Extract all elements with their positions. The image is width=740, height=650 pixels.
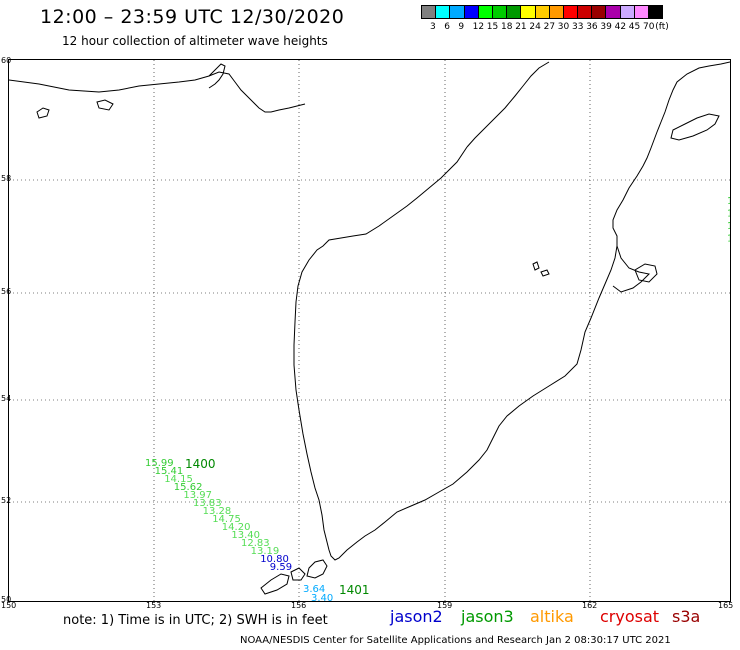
longitude-label: 156 [291,601,307,610]
legend-swatch [591,5,607,19]
wave-height-value: 18 [727,209,730,220]
legend-swatch [577,5,593,19]
legend-label: 21 [515,22,527,32]
track-label: 1400 [185,457,216,471]
commander-islands [634,263,658,283]
legend-swatch [633,5,649,19]
latitude-label: 54 [1,394,12,403]
legend-swatch [520,5,536,19]
legend-swatch [477,5,493,19]
wave-height-value: 15.99 [145,458,174,469]
footer-credit: NOAA/NESDIS Center for Satellite Applica… [240,635,671,646]
wave-height-value: 12.83 [241,538,270,549]
legend-swatch [506,5,522,19]
legend-label: (ft) [655,22,669,32]
legend-swatch [605,5,621,19]
wave-height-value: 15.41 [155,466,184,477]
graticule [9,60,730,601]
satellite-legend-jason3: jason3 [461,607,514,626]
legend-label: 3 [430,22,436,32]
satellite-legend-jason2: jason2 [390,607,443,626]
wave-height-value: 18 [727,221,730,232]
wave-height-value: 10.80 [260,554,289,565]
legend-label: 18 [501,22,513,32]
small-island-2 [96,99,114,111]
legend-swatch [491,5,508,19]
small-island-4 [540,269,550,277]
color-legend [421,5,664,19]
wave-height-value: 13.83 [193,498,222,509]
small-island-1 [36,107,50,119]
latitude-label: 56 [1,287,12,296]
kamchatka-west-coast [293,61,730,561]
cape-lopatka [306,559,328,579]
legend-label: 45 [628,22,641,32]
longitude-label: 165 [718,601,734,610]
wave-height-value: 3.40 [311,593,333,601]
wave-height-value: 14.75 [212,514,241,525]
legend-label: 15 [486,22,499,32]
satellite-legend-altika: altika [530,607,574,626]
legend-swatch [435,5,451,19]
small-island-3 [532,261,540,271]
kuril-paramushir [260,573,290,595]
legend-label: 70 [643,22,655,32]
legend-label: 12 [472,22,485,32]
track-label: 1401 [339,583,370,597]
map-canvas: 15.9915.4114.1515.6213.9713.8313.2814.75… [9,60,730,601]
legend-label: 30 [557,22,570,32]
legend-label: 6 [444,22,450,32]
legend-swatch [562,5,579,19]
latitude-label: 58 [1,174,12,183]
wave-height-value: 14.15 [164,474,193,485]
kuril-shumshu [290,567,306,581]
wave-height-value: 13.28 [203,506,232,517]
kamchatka-north-coast [466,61,550,148]
satellite-legend-s3a: s3a [672,607,701,626]
legend-swatch [548,5,564,19]
longitude-label: 150 [1,601,17,610]
kronotsky-bay [612,245,651,293]
okhotsk-peninsula [208,63,226,89]
legend-swatch [449,5,465,19]
legend-swatch [421,5,437,19]
latitude-label: 60 [1,56,12,65]
wave-height-value: 9.59 [270,562,292,573]
wave-height-value: 14.20 [222,522,251,533]
page-title: 12:00 – 23:59 UTC 12/30/2020 [40,6,345,28]
map-frame[interactable]: 15.99 15.41 14.15 15.62 13.97 13.83 13.28 14.75… [1,56,733,610]
legend-swatch [619,5,635,19]
legend-label: 24 [529,22,541,32]
page-subtitle: 12 hour collection of altimeter wave hei… [62,34,328,48]
wave-height-value: 15.62 [174,482,203,493]
latitude-label: 52 [1,496,12,505]
wave-height-value: 13.40 [231,530,260,541]
legend-label: 9 [458,22,465,32]
wave-height-value: 19 [727,196,730,207]
latitude-label: 50 [1,595,12,604]
legend-swatch [648,5,664,19]
wave-height-value: 13.97 [183,490,212,501]
wave-height-value: 3.64 [303,584,325,595]
longitude-label: 153 [146,601,162,610]
satellite-legend-cryosat: cryosat [600,607,660,626]
longitude-label: 159 [437,601,453,610]
legend-swatch [463,5,479,19]
legend-label: 39 [600,22,612,32]
karaginsky-island [670,113,720,141]
longitude-label: 162 [582,601,598,610]
wave-height-value: 13.19 [251,546,280,557]
legend-label: 42 [614,22,627,32]
legend-label: 36 [586,22,598,32]
wave-height-value: 13 [727,234,730,245]
legend-swatch [534,5,550,19]
legend-label: 33 [572,22,584,32]
observation-layer: 15.9915.4114.1515.6213.9713.8313.2814.75… [145,196,730,601]
okhotsk-north-coast [9,71,306,113]
note-text: note: 1) Time is in UTC; 2) SWH is in fe… [63,613,328,628]
coastline [9,61,730,595]
legend-label: 27 [543,22,556,32]
